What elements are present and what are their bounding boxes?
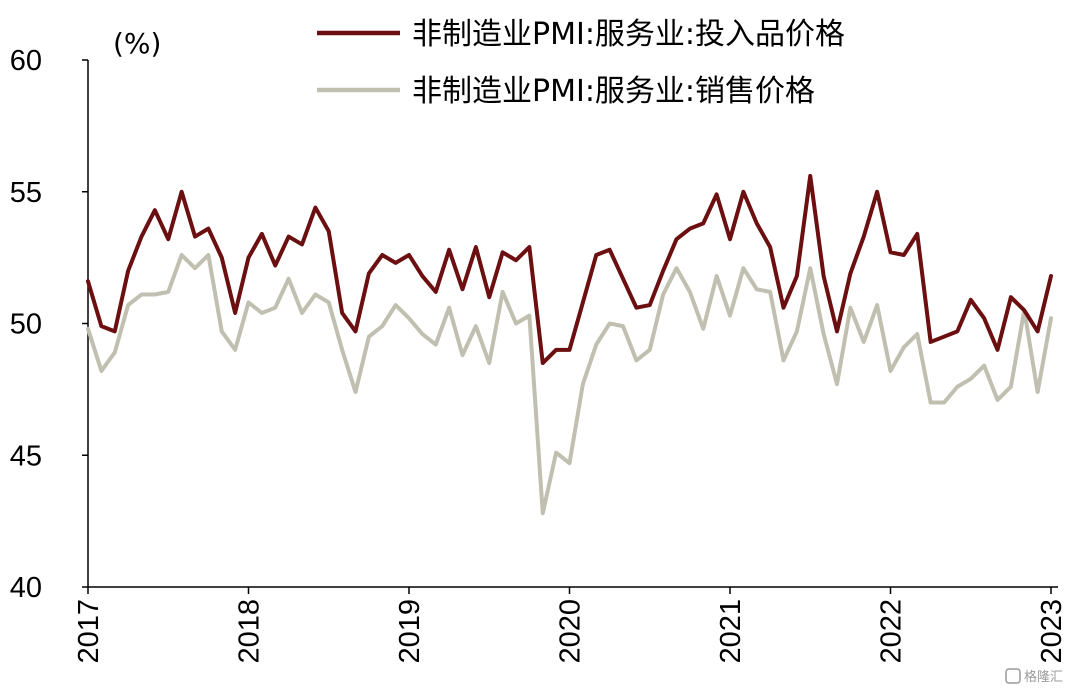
watermark-text: 格隆汇 (1024, 669, 1063, 685)
x-tick-label: 2017 (73, 599, 105, 664)
x-tick-group: 2017 2018 2019 2020 2021 2022 2023 (73, 587, 1068, 664)
x-tick-label: 2023 (1036, 599, 1068, 664)
series-line-input-price (86, 173, 1053, 366)
x-tick-label: 2018 (234, 599, 266, 664)
x-tick-label: 2019 (394, 599, 426, 664)
y-axis-unit-label: (%) (113, 27, 161, 60)
series-group (86, 173, 1053, 516)
x-tick-label: 2021 (715, 599, 747, 664)
series-line-sales-price (86, 252, 1053, 516)
y-tick-group: 40 45 50 55 60 (10, 45, 88, 604)
x-tick-label: 2020 (555, 599, 587, 664)
watermark: 格隆汇 (1005, 668, 1063, 685)
y-tick-label: 50 (10, 309, 42, 341)
legend: 非制造业PMI:服务业:投入品价格 非制造业PMI:服务业:销售价格 (317, 17, 845, 109)
y-tick-label: 55 (10, 177, 42, 209)
watermark-logo-icon (1005, 668, 1021, 684)
y-tick-label: 60 (10, 45, 42, 77)
y-tick-label: 40 (10, 572, 42, 604)
x-tick-label: 2022 (876, 599, 908, 664)
y-tick-label: 45 (10, 440, 42, 472)
legend-label-sales-price: 非制造业PMI:服务业:销售价格 (412, 74, 815, 109)
legend-label-input-price: 非制造业PMI:服务业:投入品价格 (412, 17, 845, 52)
